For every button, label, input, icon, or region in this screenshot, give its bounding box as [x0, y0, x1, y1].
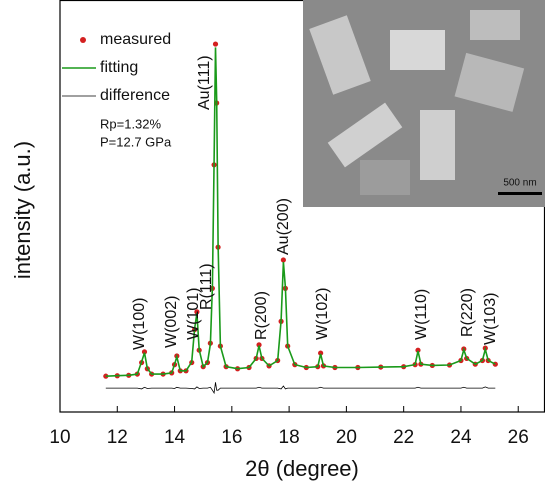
crystal: [470, 10, 520, 40]
x-tick-label: 24: [450, 427, 472, 448]
x-tick-label: 26: [508, 427, 529, 448]
x-tick-label: 14: [164, 427, 186, 448]
x-tick-label: 18: [279, 427, 300, 448]
data-point: [194, 309, 200, 315]
crystal: [454, 52, 525, 112]
inset-image: 500 nm: [303, 0, 545, 207]
scale-label: 500 nm: [503, 178, 536, 189]
peak-label: W(100): [131, 298, 148, 350]
crystal: [327, 102, 403, 168]
legend-label: fitting: [100, 59, 138, 76]
peak-label: W(103): [482, 293, 499, 345]
x-tick-label: 20: [336, 427, 357, 448]
crystal: [390, 30, 445, 70]
peak-label: W(002): [163, 296, 180, 348]
peak-label: W(102): [314, 288, 331, 340]
fit-parameter: Rp=1.32%: [100, 116, 162, 131]
legend-label: difference: [100, 87, 170, 104]
difference-line: [105, 382, 496, 395]
peak-label: Au(111): [196, 55, 213, 110]
peak-label: W(101): [185, 288, 202, 340]
crystal: [360, 160, 410, 195]
data-point: [318, 350, 324, 356]
data-point: [256, 342, 262, 348]
y-axis-label: intensity (a.u.): [10, 141, 35, 279]
fit-line: [105, 47, 496, 377]
crystal: [420, 110, 455, 180]
data-point: [212, 41, 219, 47]
legend-label: measured: [100, 31, 171, 48]
data-point: [415, 347, 421, 353]
x-tick-label: 16: [221, 427, 242, 448]
peak-label: R(220): [459, 288, 476, 337]
legend-marker: [80, 37, 86, 43]
peak-label: Au(200): [275, 198, 292, 255]
x-tick-label: 22: [393, 427, 414, 448]
peak-label: R(111): [198, 263, 215, 310]
x-axis-label: 2θ (degree): [245, 456, 359, 481]
crystal: [309, 15, 371, 95]
data-point: [280, 257, 286, 263]
data-point: [141, 349, 148, 355]
fit-parameter: P=12.7 GPa: [100, 134, 172, 149]
peak-label: W(110): [413, 289, 430, 340]
peak-label: R(200): [253, 291, 270, 340]
x-tick-label: 12: [107, 427, 128, 448]
scale-bar: [498, 192, 542, 195]
x-tick-label: 10: [49, 427, 70, 448]
